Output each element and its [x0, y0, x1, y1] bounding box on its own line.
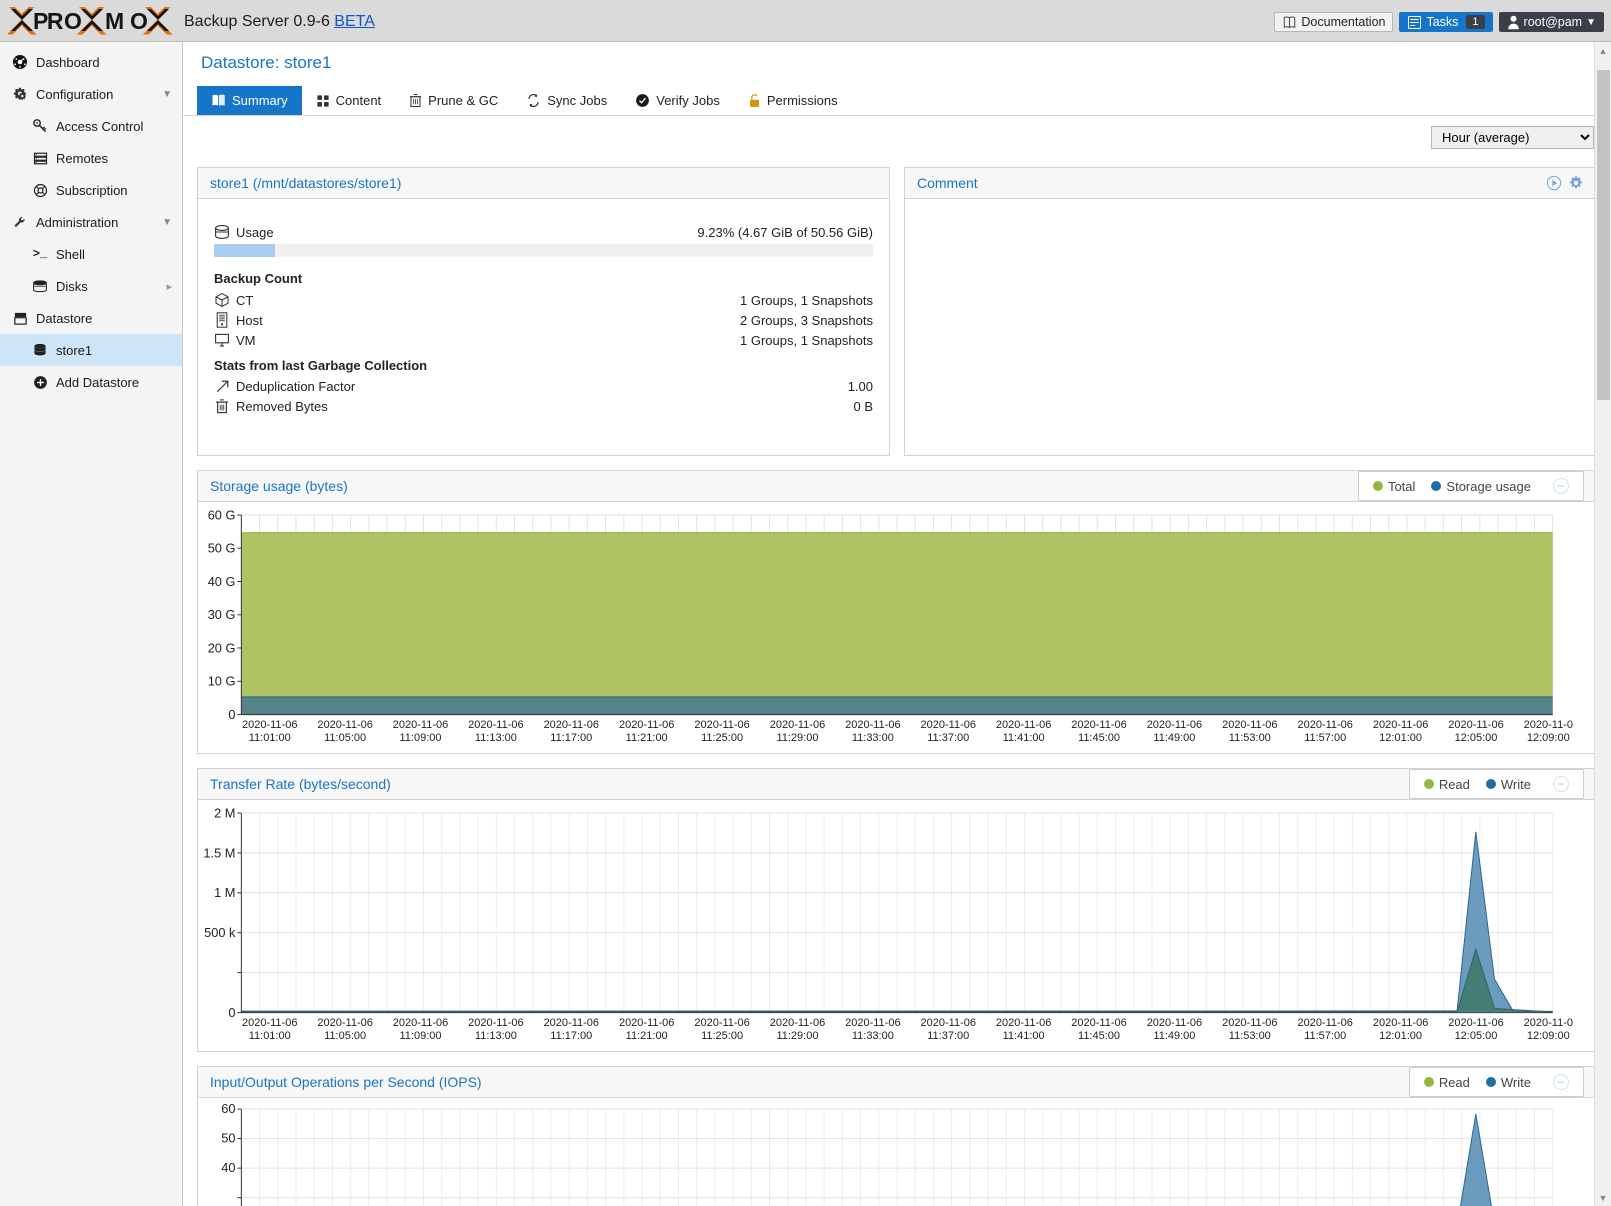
- svg-text:1.5 M: 1.5 M: [203, 845, 235, 860]
- svg-text:20 G: 20 G: [208, 640, 236, 655]
- svg-text:500 k: 500 k: [204, 925, 236, 940]
- svg-text:PR: PR: [33, 8, 64, 34]
- svg-text:40: 40: [221, 1160, 235, 1175]
- svg-text:10 G: 10 G: [208, 674, 236, 689]
- svg-text:60: 60: [221, 1101, 235, 1116]
- svg-text:50: 50: [221, 1131, 235, 1146]
- svg-text:40 G: 40 G: [208, 574, 236, 589]
- svg-text:0: 0: [228, 707, 235, 722]
- svg-text:30 G: 30 G: [208, 607, 236, 622]
- svg-text:O: O: [130, 8, 148, 34]
- svg-text:50 G: 50 G: [208, 541, 236, 556]
- svg-text:1 M: 1 M: [214, 885, 235, 900]
- svg-text:60 G: 60 G: [208, 507, 236, 522]
- svg-text:O: O: [64, 8, 82, 34]
- svg-text:2 M: 2 M: [214, 805, 235, 820]
- svg-text:M: M: [105, 8, 124, 34]
- svg-text:0: 0: [228, 1005, 235, 1020]
